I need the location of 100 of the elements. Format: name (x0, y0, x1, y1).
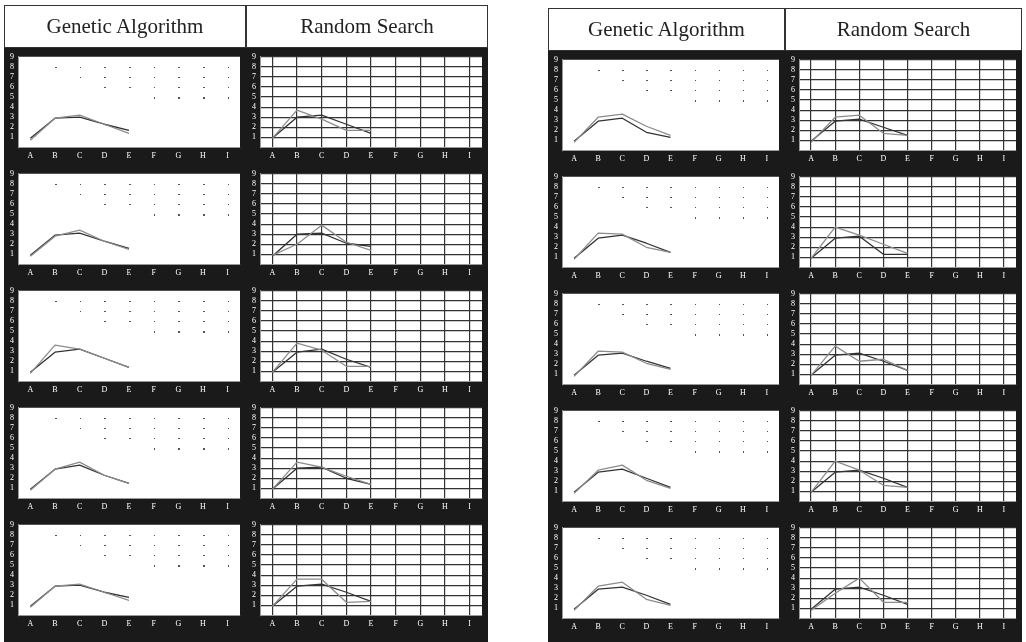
x-tick-label: I (1002, 388, 1006, 398)
x-tick-label: E (368, 619, 374, 629)
x-tick-label: B (832, 622, 838, 632)
y-tick-label: 1 (252, 366, 256, 376)
x-tick-label: H (442, 385, 449, 395)
x-tick-label: H (976, 622, 983, 632)
y-tick-label: 5 (10, 92, 14, 102)
x-tick-label: E (126, 151, 132, 161)
y-tick-label: 7 (252, 189, 256, 199)
y-tick-label: 8 (10, 295, 14, 305)
x-tick-label: G (952, 388, 959, 398)
x-tick-label: G (417, 502, 424, 512)
y-tick-label: 8 (554, 64, 558, 74)
y-tick-label: 3 (791, 466, 795, 476)
x-tick-label: B (52, 151, 58, 161)
y-tick-label: 8 (252, 412, 256, 422)
y-tick-label: 8 (252, 178, 256, 188)
x-tick-label: F (151, 619, 157, 629)
y-tick-label: 4 (252, 219, 256, 229)
x-tick-label: A (27, 619, 34, 629)
y-tick-label: 8 (554, 532, 558, 542)
x-tick-label: I (765, 388, 769, 398)
x-tick-label: A (27, 268, 34, 278)
x-tick-label: H (442, 619, 449, 629)
x-tick-label: C (619, 154, 625, 164)
x-tick-label: F (692, 271, 698, 281)
y-tick-label: 6 (791, 436, 795, 446)
x-tick-label: D (880, 388, 887, 398)
y-tick-label: 9 (791, 171, 795, 181)
x-tick-label: H (976, 505, 983, 515)
x-tick-label: E (368, 151, 374, 161)
x-tick-label: D (343, 619, 350, 629)
y-tick-label: 4 (554, 339, 558, 349)
y-tick-label: 2 (252, 239, 256, 249)
y-tick-label: 8 (554, 298, 558, 308)
x-tick-label: B (595, 505, 601, 515)
x-tick-label: F (151, 151, 157, 161)
x-tick-label: B (294, 151, 300, 161)
y-tick-label: 3 (10, 580, 14, 590)
y-tick-label: 9 (554, 405, 558, 415)
x-tick-label: E (368, 502, 374, 512)
x-tick-label: D (643, 505, 650, 515)
x-tick-label: G (417, 385, 424, 395)
y-tick-label: 5 (554, 95, 558, 105)
x-tick-label: F (692, 505, 698, 515)
x-tick-label: A (571, 154, 578, 164)
x-tick-label: I (226, 385, 230, 395)
x-tick-label: C (76, 619, 83, 629)
x-tick-label: A (808, 388, 815, 398)
y-tick-label: 8 (10, 412, 14, 422)
y-tick-label: 5 (10, 326, 14, 336)
y-tick-label: 4 (10, 336, 14, 346)
y-tick-label: 4 (252, 453, 256, 463)
y-tick-label: 4 (791, 573, 795, 583)
x-tick-label: F (393, 619, 399, 629)
x-tick-label: A (269, 502, 276, 512)
y-tick-label: 5 (554, 446, 558, 456)
x-tick-label: I (468, 619, 472, 629)
y-tick-label: 1 (10, 366, 14, 376)
x-tick-label: C (318, 268, 325, 278)
x-tick-label: A (269, 268, 276, 278)
x-tick-label: E (668, 622, 674, 632)
x-tick-label: I (1002, 505, 1006, 515)
y-tick-label: 7 (10, 423, 14, 433)
x-tick-label: I (226, 619, 230, 629)
x-tick-label: D (643, 154, 650, 164)
y-tick-label: 2 (10, 356, 14, 366)
x-tick-label: C (76, 151, 83, 161)
x-tick-label: C (856, 622, 862, 632)
x-tick-label: C (856, 154, 862, 164)
x-tick-label: D (343, 268, 350, 278)
y-tick-label: 4 (791, 456, 795, 466)
x-tick-label: H (200, 385, 207, 395)
y-tick-label: 2 (10, 473, 14, 483)
x-tick-label: E (126, 502, 132, 512)
x-tick-label: I (226, 268, 230, 278)
y-tick-label: 4 (791, 222, 795, 232)
x-tick-label: B (52, 385, 58, 395)
x-tick-label: I (1002, 622, 1006, 632)
x-tick-label: D (101, 385, 108, 395)
y-tick-label: 2 (791, 242, 795, 252)
y-tick-label: 4 (252, 570, 256, 580)
x-tick-label: D (101, 268, 108, 278)
y-tick-label: 6 (554, 436, 558, 446)
y-tick-label: 5 (10, 443, 14, 453)
y-tick-label: 3 (791, 349, 795, 359)
y-tick-label: 1 (791, 252, 795, 262)
x-tick-label: G (715, 505, 722, 515)
x-tick-label: B (832, 388, 838, 398)
x-tick-label: B (595, 154, 601, 164)
y-tick-label: 9 (10, 51, 14, 61)
y-tick-label: 9 (10, 402, 14, 412)
y-tick-label: 4 (554, 573, 558, 583)
y-tick-label: 5 (791, 446, 795, 456)
x-tick-label: F (692, 154, 698, 164)
y-tick-label: 9 (554, 522, 558, 532)
x-tick-label: I (468, 385, 472, 395)
x-tick-label: A (571, 271, 578, 281)
x-tick-label: D (643, 271, 650, 281)
y-tick-label: 1 (10, 483, 14, 493)
